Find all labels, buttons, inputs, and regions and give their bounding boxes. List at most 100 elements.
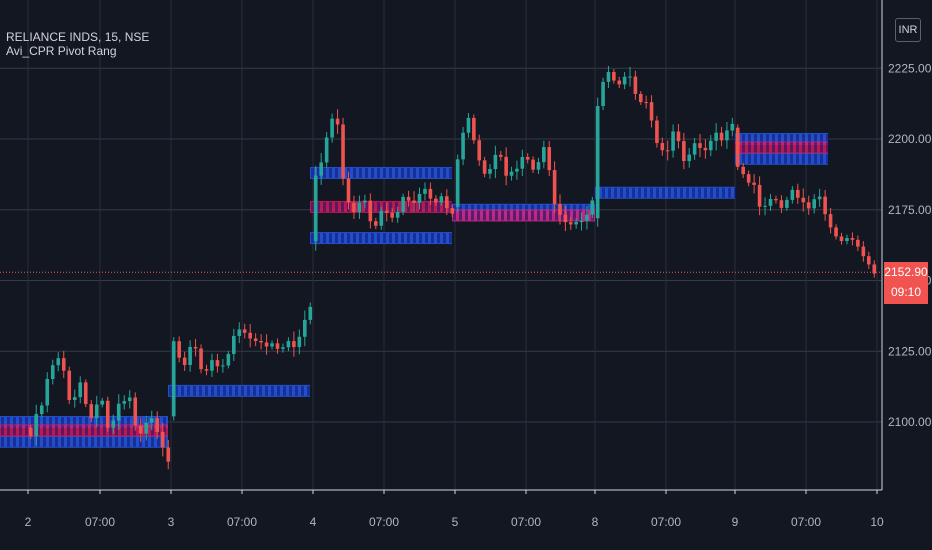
candle-body <box>579 220 584 223</box>
candle-body <box>335 118 340 125</box>
band-dot <box>353 167 356 178</box>
candle-body <box>682 141 686 162</box>
band-dot <box>790 153 793 164</box>
band-dot <box>519 210 522 221</box>
band-dot <box>1 436 4 447</box>
band-dot <box>754 142 757 153</box>
candle-body <box>401 196 405 213</box>
candle-body <box>817 196 822 200</box>
band-dot <box>796 142 799 153</box>
band-dot <box>704 187 707 198</box>
band-dot <box>31 436 34 447</box>
time-axis[interactable]: 2 07:00 3 07:00 4 07:00 5 07:00 8 07:00 9 07:00 10 <box>0 489 884 529</box>
candle-body <box>719 132 724 141</box>
candle-body <box>515 168 519 172</box>
time-tick-label: 5 <box>452 515 459 529</box>
candle-body <box>346 178 351 203</box>
band-dot <box>820 134 823 144</box>
band-dot <box>79 417 82 427</box>
band-dot <box>674 187 677 198</box>
band-dot <box>317 233 320 244</box>
band-dot <box>784 134 787 144</box>
band-dot <box>235 385 238 396</box>
candle-body <box>188 346 192 366</box>
band-dot <box>323 167 326 178</box>
candle-body <box>89 404 94 419</box>
candle-body <box>50 365 55 379</box>
candle-body <box>215 360 220 367</box>
candle-body <box>763 205 767 207</box>
candle-body <box>633 76 638 94</box>
candle-body <box>504 156 508 176</box>
candle-body <box>352 202 356 213</box>
band-dot <box>686 187 689 198</box>
band-dot <box>567 210 570 221</box>
candle-body <box>779 200 784 208</box>
band-dot <box>784 142 787 153</box>
band-dot <box>19 417 22 427</box>
band-dot <box>407 167 410 178</box>
candle-body <box>111 420 116 428</box>
band-dot <box>766 134 769 144</box>
band-dot <box>377 233 380 244</box>
candle-body <box>56 358 61 366</box>
grid-lines <box>0 0 882 490</box>
band-dot <box>459 210 462 221</box>
symbol-title[interactable]: RELIANCE INDS, 15, NSE <box>6 30 150 44</box>
band-dot <box>431 233 434 244</box>
band-dot <box>820 153 823 164</box>
candle-body <box>133 397 138 426</box>
band-dot <box>814 134 817 144</box>
band-dot <box>483 210 486 221</box>
band-dot <box>317 167 320 178</box>
band-dot <box>555 210 558 221</box>
band-dot <box>549 210 552 221</box>
candle-body <box>563 214 568 223</box>
band-dot <box>49 417 52 427</box>
band-dot <box>668 187 671 198</box>
band-dot <box>814 142 817 153</box>
time-tick-label: 07:00 <box>511 515 541 529</box>
band-dot <box>265 385 268 396</box>
band-dot <box>692 187 695 198</box>
band-dot <box>61 417 64 427</box>
candle-body <box>692 143 697 155</box>
band-dot <box>710 187 713 198</box>
band-dot <box>55 417 58 427</box>
band-dot <box>103 425 106 436</box>
band-dot <box>790 142 793 153</box>
band-dot <box>826 142 829 153</box>
candle-body <box>445 196 449 209</box>
band-dot <box>163 425 166 436</box>
band-dot <box>91 436 94 447</box>
band-dot <box>7 417 10 427</box>
candle-body <box>374 221 378 226</box>
band-dot <box>814 153 817 164</box>
band-dot <box>728 187 731 198</box>
band-dot <box>431 201 434 212</box>
candle-body <box>171 341 176 417</box>
candle-body <box>644 102 648 104</box>
band-dot <box>742 142 745 153</box>
band-dot <box>223 385 226 396</box>
candle-body <box>525 156 530 160</box>
band-dot <box>127 436 130 447</box>
currency-button[interactable]: INR <box>895 18 921 42</box>
candle-body <box>270 343 274 347</box>
band-dot <box>477 210 480 221</box>
band-dot <box>537 210 540 221</box>
candle-body <box>127 397 132 402</box>
band-dot <box>359 167 362 178</box>
band-dot <box>163 417 166 427</box>
band-dot <box>37 417 40 427</box>
candle-body <box>872 264 877 274</box>
band-dot <box>772 142 775 153</box>
band-dot <box>127 417 130 427</box>
band-dot <box>453 210 456 221</box>
band-dot <box>766 153 769 164</box>
candle-body <box>828 214 833 228</box>
indicator-label[interactable]: Avi_CPR Pivot Rang <box>6 44 117 58</box>
candle-body <box>655 120 659 144</box>
band-dot <box>347 233 350 244</box>
